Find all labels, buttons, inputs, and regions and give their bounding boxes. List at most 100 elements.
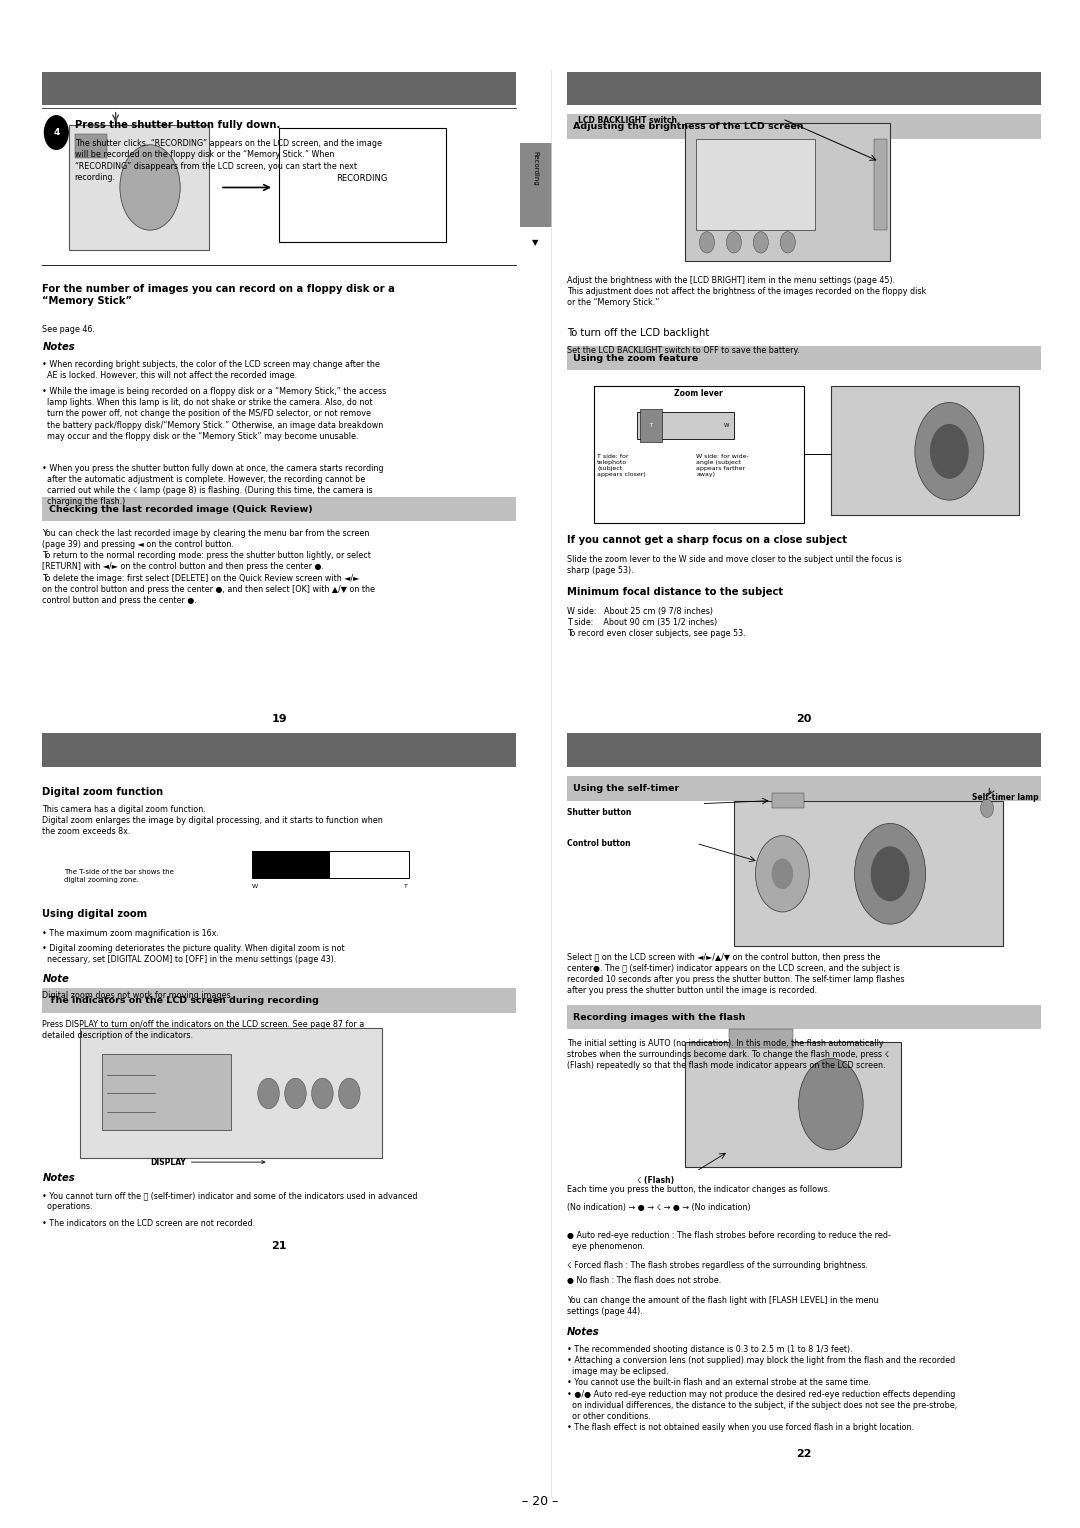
- Circle shape: [120, 145, 180, 231]
- Text: ☇ (Flash): ☇ (Flash): [637, 1177, 674, 1184]
- Bar: [80, 1028, 381, 1158]
- Text: Set the LCD BACKLIGHT switch to OFF to save the battery.: Set the LCD BACKLIGHT switch to OFF to s…: [567, 345, 799, 354]
- Circle shape: [338, 1079, 360, 1109]
- Text: T: T: [649, 423, 652, 428]
- Text: Notes: Notes: [42, 1174, 76, 1183]
- Bar: [729, 1030, 793, 1048]
- Text: Using digital zoom: Using digital zoom: [42, 909, 148, 918]
- Text: • When recording bright subjects, the color of the LCD screen may change after t: • When recording bright subjects, the co…: [42, 359, 380, 380]
- Circle shape: [780, 232, 795, 254]
- Bar: [594, 385, 804, 523]
- Bar: [42, 733, 516, 767]
- Text: Adjust the brightness with the [LCD BRIGHT] item in the menu settings (page 45).: Adjust the brightness with the [LCD BRIG…: [567, 277, 927, 307]
- Circle shape: [700, 232, 715, 254]
- Text: Slide the zoom lever to the W side and move closer to the subject until the focu: Slide the zoom lever to the W side and m…: [567, 555, 902, 575]
- Bar: [567, 733, 1041, 767]
- Bar: [75, 134, 107, 159]
- Text: The indicators on the LCD screen during recording: The indicators on the LCD screen during …: [49, 996, 319, 1005]
- Bar: [771, 793, 804, 808]
- Text: Note: Note: [42, 975, 69, 984]
- Text: Notes: Notes: [567, 1326, 599, 1337]
- Text: Recording images with the flash: Recording images with the flash: [573, 1013, 746, 1022]
- Bar: [102, 1054, 231, 1131]
- Text: ● Auto red-eye reduction : The flash strobes before recording to reduce the red-: ● Auto red-eye reduction : The flash str…: [567, 1230, 891, 1251]
- Text: • You cannot turn off the ⌛ (self-timer) indicator and some of the indicators us: • You cannot turn off the ⌛ (self-timer)…: [42, 1190, 418, 1212]
- Bar: [280, 128, 446, 243]
- Bar: [253, 851, 408, 879]
- Text: T side: for
telephoto
(subject
appears closer): T side: for telephoto (subject appears c…: [597, 454, 646, 477]
- Text: The T-side of the bar shows the
digital zooming zone.: The T-side of the bar shows the digital …: [64, 869, 174, 883]
- Text: This camera has a digital zoom function.
Digital zoom enlarges the image by digi: This camera has a digital zoom function.…: [42, 805, 383, 836]
- Text: You can change the amount of the flash light with [FLASH LEVEL] in the menu
sett: You can change the amount of the flash l…: [567, 1296, 878, 1317]
- Circle shape: [755, 836, 809, 912]
- Text: To turn off the LCD backlight: To turn off the LCD backlight: [567, 329, 710, 338]
- Text: Using the self-timer: Using the self-timer: [573, 784, 679, 793]
- Text: Zoom lever: Zoom lever: [674, 388, 723, 397]
- Circle shape: [771, 859, 793, 889]
- Circle shape: [915, 402, 984, 500]
- Circle shape: [258, 1079, 280, 1109]
- Text: Control button: Control button: [567, 839, 631, 848]
- Text: The shutter clicks. “RECORDING” appears on the LCD screen, and the image
will be: The shutter clicks. “RECORDING” appears …: [75, 139, 381, 182]
- Bar: [42, 72, 516, 105]
- Text: • The maximum zoom magnification is 16x.: • The maximum zoom magnification is 16x.: [42, 929, 219, 938]
- Bar: [734, 801, 1003, 946]
- Bar: [640, 408, 662, 442]
- Text: Each time you press the button, the indicator changes as follows.: Each time you press the button, the indi…: [567, 1184, 831, 1193]
- Text: Shutter button: Shutter button: [567, 808, 632, 817]
- Text: Recording: Recording: [532, 151, 539, 185]
- Text: • When you press the shutter button fully down at once, the camera starts record: • When you press the shutter button full…: [42, 463, 383, 506]
- Text: Notes: Notes: [42, 342, 76, 351]
- Circle shape: [285, 1079, 307, 1109]
- Text: Self-timer lamp: Self-timer lamp: [972, 793, 1039, 802]
- Text: T: T: [404, 885, 408, 889]
- Text: W: W: [724, 423, 729, 428]
- Bar: [519, 144, 552, 228]
- Bar: [567, 1005, 1041, 1030]
- Text: 21: 21: [271, 1241, 287, 1251]
- Bar: [42, 497, 516, 521]
- Bar: [567, 115, 1041, 139]
- Text: (No indication) → ● → ☇ → ● → (No indication): (No indication) → ● → ☇ → ● → (No indica…: [567, 1203, 751, 1212]
- Text: You can check the last recorded image by clearing the menu bar from the screen
(: You can check the last recorded image by…: [42, 529, 376, 605]
- Text: 22: 22: [796, 1449, 812, 1459]
- Circle shape: [753, 232, 768, 254]
- Circle shape: [44, 116, 68, 150]
- Text: Press the shutter button fully down.: Press the shutter button fully down.: [75, 121, 280, 130]
- Text: • Digital zooming deteriorates the picture quality. When digital zoom is not
  n: • Digital zooming deteriorates the pictu…: [42, 944, 345, 964]
- Bar: [686, 1042, 901, 1167]
- Text: For the number of images you can record on a floppy disk or a
“Memory Stick”: For the number of images you can record …: [42, 284, 395, 306]
- Bar: [567, 345, 1041, 370]
- Text: 4: 4: [53, 128, 59, 138]
- Text: Press DISPLAY to turn on/off the indicators on the LCD screen. See page 87 for a: Press DISPLAY to turn on/off the indicat…: [42, 1021, 365, 1041]
- Text: Digital zoom function: Digital zoom function: [42, 787, 163, 798]
- Text: DISPLAY: DISPLAY: [150, 1158, 265, 1166]
- Text: RECORDING: RECORDING: [337, 174, 388, 183]
- Text: The initial setting is AUTO (no indication). In this mode, the flash automatical: The initial setting is AUTO (no indicati…: [567, 1039, 889, 1070]
- Text: 19: 19: [271, 715, 287, 724]
- Bar: [567, 776, 1041, 801]
- Text: ▼: ▼: [532, 238, 539, 248]
- Bar: [69, 125, 210, 251]
- Text: Minimum focal distance to the subject: Minimum focal distance to the subject: [567, 587, 783, 597]
- Circle shape: [981, 799, 994, 817]
- Text: 20: 20: [796, 715, 811, 724]
- Text: • The indicators on the LCD screen are not recorded.: • The indicators on the LCD screen are n…: [42, 1218, 256, 1227]
- Circle shape: [870, 847, 909, 902]
- Text: W side:   About 25 cm (9 7/8 inches)
T side:    About 90 cm (35 1/2 inches)
To r: W side: About 25 cm (9 7/8 inches) T sid…: [567, 607, 745, 639]
- Circle shape: [798, 1059, 863, 1151]
- Bar: [567, 72, 1041, 105]
- Text: Select ⌛ on the LCD screen with ◄/►/▲/▼ on the control button, then press the
ce: Select ⌛ on the LCD screen with ◄/►/▲/▼ …: [567, 953, 904, 995]
- Text: • While the image is being recorded on a floppy disk or a “Memory Stick,” the ac: • While the image is being recorded on a…: [42, 387, 387, 440]
- Text: LCD BACKLIGHT switch: LCD BACKLIGHT switch: [578, 116, 677, 125]
- Bar: [874, 139, 887, 231]
- Circle shape: [930, 423, 969, 478]
- Text: Adjusting the brightness of the LCD screen: Adjusting the brightness of the LCD scre…: [573, 122, 804, 131]
- Bar: [253, 851, 330, 879]
- Circle shape: [854, 824, 926, 924]
- Bar: [686, 124, 890, 261]
- Bar: [831, 385, 1020, 515]
- Text: • The recommended shooting distance is 0.3 to 2.5 m (1 to 8 1/3 feet).
• Attachi: • The recommended shooting distance is 0…: [567, 1345, 957, 1432]
- Text: – 20 –: – 20 –: [522, 1496, 558, 1508]
- Text: See page 46.: See page 46.: [42, 325, 95, 333]
